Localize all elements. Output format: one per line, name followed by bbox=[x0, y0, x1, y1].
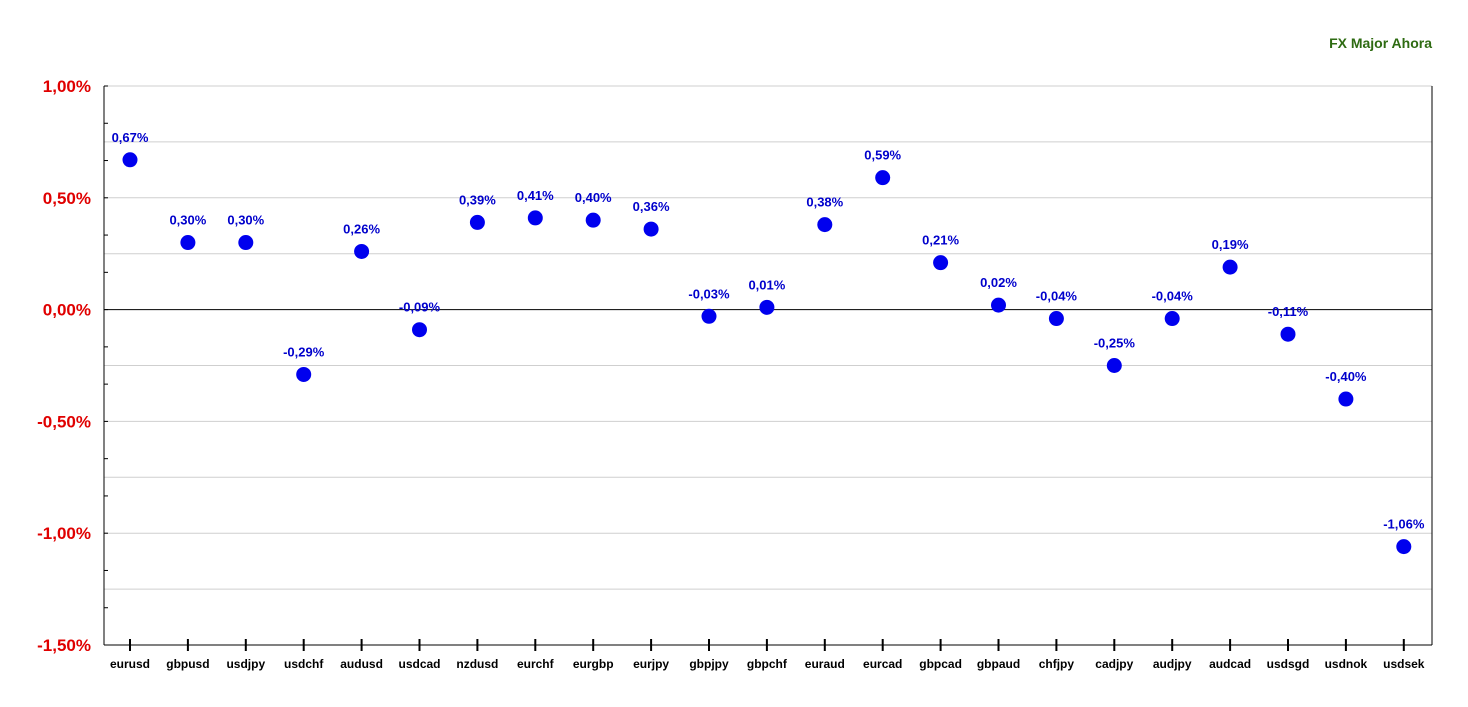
x-tick-label: eurgbp bbox=[573, 657, 614, 671]
data-label: 0,26% bbox=[343, 221, 380, 236]
x-tick-label: gbpaud bbox=[977, 657, 1020, 671]
data-point bbox=[701, 308, 717, 324]
y-tick-label: 0,00% bbox=[43, 301, 91, 320]
x-tick-label: audusd bbox=[340, 657, 383, 671]
x-tick-label: audcad bbox=[1209, 657, 1251, 671]
data-point bbox=[1164, 311, 1180, 327]
x-tick-label: usdsek bbox=[1383, 657, 1425, 671]
x-tick-label: usdnok bbox=[1325, 657, 1368, 671]
data-label: 0,19% bbox=[1212, 237, 1249, 252]
x-tick-label: euraud bbox=[805, 657, 845, 671]
data-label: 0,39% bbox=[459, 192, 496, 207]
data-label: 0,01% bbox=[748, 277, 785, 292]
data-label: -0,40% bbox=[1325, 369, 1367, 384]
x-tick-label: eurchf bbox=[517, 657, 555, 671]
data-point bbox=[1048, 311, 1064, 327]
data-point bbox=[875, 170, 891, 186]
y-tick-label: -0,50% bbox=[37, 412, 91, 431]
data-point bbox=[354, 243, 370, 259]
data-point bbox=[817, 217, 833, 233]
data-point bbox=[759, 299, 775, 315]
grid-lines bbox=[104, 85, 1432, 646]
x-tick-label: audjpy bbox=[1153, 657, 1192, 671]
data-label: 0,38% bbox=[806, 195, 843, 210]
x-tick-label: usdchf bbox=[284, 657, 324, 671]
data-label: -0,11% bbox=[1268, 304, 1309, 319]
x-tick-label: eurcad bbox=[863, 657, 902, 671]
data-label: 0,21% bbox=[922, 233, 959, 248]
data-label: 0,02% bbox=[980, 275, 1017, 290]
data-label: -0,25% bbox=[1094, 336, 1136, 351]
x-tick-label: usdcad bbox=[398, 657, 440, 671]
axes bbox=[103, 85, 1433, 651]
data-label: 0,40% bbox=[575, 190, 612, 205]
x-tick-label: chfjpy bbox=[1039, 657, 1075, 671]
y-tick-label: -1,00% bbox=[37, 524, 91, 543]
data-point bbox=[643, 221, 659, 237]
data-point bbox=[180, 235, 196, 251]
x-tick-label: eurjpy bbox=[633, 657, 669, 671]
data-label: -0,03% bbox=[688, 286, 730, 301]
data-point bbox=[1222, 259, 1238, 275]
y-tick-labels: 1,00% 0,50% 0,00% -0,50% -1,00% -1,50% bbox=[37, 77, 91, 655]
data-point bbox=[933, 255, 949, 271]
data-point bbox=[1396, 539, 1412, 555]
data-label: 0,41% bbox=[517, 188, 554, 203]
data-label: 0,59% bbox=[864, 148, 901, 163]
data-label: -1,06% bbox=[1383, 517, 1425, 532]
x-tick-label: gbpcad bbox=[919, 657, 962, 671]
data-label: 0,30% bbox=[169, 213, 206, 228]
data-point bbox=[469, 214, 485, 230]
data-point bbox=[122, 152, 138, 168]
data-point bbox=[412, 322, 427, 338]
data-label: 0,67% bbox=[112, 130, 149, 145]
x-tick-label: usdjpy bbox=[226, 657, 265, 671]
data-point bbox=[1106, 358, 1122, 373]
x-tick-label: eurusd bbox=[110, 657, 150, 671]
data-point bbox=[585, 212, 601, 228]
data-labels: 0,67% 0,30% 0,30% -0,29% 0,26% -0,09% 0,39% 0,4… bbox=[112, 130, 1425, 532]
data-point bbox=[1280, 326, 1296, 342]
data-label: -0,09% bbox=[399, 300, 441, 315]
data-points bbox=[122, 152, 1412, 555]
y-tick-label: 0,50% bbox=[43, 189, 91, 208]
data-point bbox=[991, 297, 1006, 313]
x-tick-labels: eurusd gbpusd usdjpy usdchf audusd usdcad nzdu… bbox=[110, 657, 1425, 671]
x-tick-label: cadjpy bbox=[1095, 657, 1133, 671]
data-point bbox=[296, 366, 312, 382]
x-tick-label: gbpjpy bbox=[689, 657, 729, 671]
data-point bbox=[527, 210, 543, 226]
data-label: -0,29% bbox=[283, 344, 325, 359]
data-label: 0,30% bbox=[227, 213, 264, 228]
x-tick-label: nzdusd bbox=[456, 657, 498, 671]
y-tick-label: 1,00% bbox=[43, 77, 91, 96]
data-label: -0,04% bbox=[1036, 289, 1078, 304]
legend-label: FX Major Ahora bbox=[1329, 35, 1432, 51]
data-label: -0,04% bbox=[1152, 289, 1194, 304]
data-label: 0,36% bbox=[633, 199, 670, 214]
y-tick-label: -1,50% bbox=[37, 636, 91, 655]
x-tick-label: gbpchf bbox=[747, 657, 788, 671]
x-tick-label: gbpusd bbox=[166, 657, 209, 671]
x-tick-label: usdsgd bbox=[1267, 657, 1310, 671]
data-point bbox=[1338, 391, 1354, 407]
data-point bbox=[238, 235, 254, 251]
